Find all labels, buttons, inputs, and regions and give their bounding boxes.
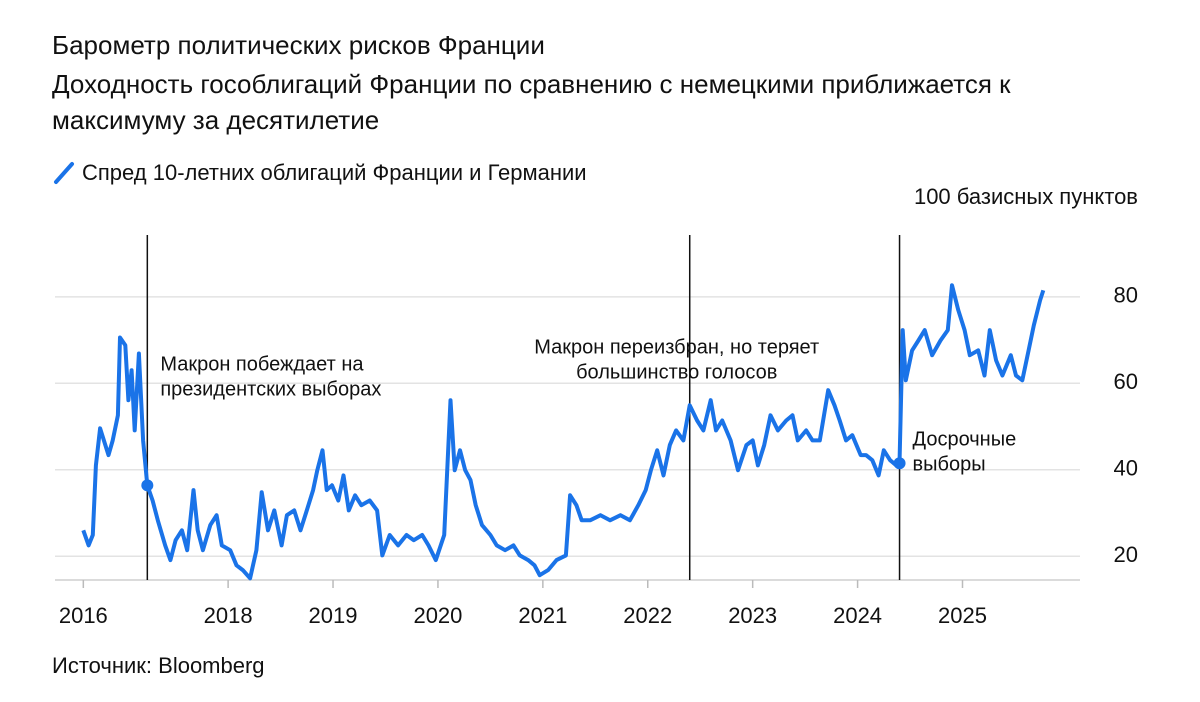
legend-label: Спред 10-летних облигаций Франции и Герм… — [82, 160, 587, 185]
y-tick-label: 60 — [1114, 369, 1138, 394]
annotation-text: выборы — [913, 453, 986, 475]
annotation-text: Досрочные — [913, 428, 1017, 450]
x-tick-label: 2022 — [623, 603, 672, 628]
y-tick-label: 80 — [1114, 283, 1138, 308]
x-tick-label: 2021 — [518, 603, 567, 628]
x-tick-label: 2019 — [309, 603, 358, 628]
x-tick-label: 2023 — [728, 603, 777, 628]
series-line — [81, 283, 1046, 581]
annotation-text: Макрон побеждает на — [160, 353, 364, 375]
x-tick-label: 2018 — [204, 603, 253, 628]
y-axis-label: 100 базисных пунктов — [914, 184, 1138, 209]
annotation-marker — [893, 457, 906, 470]
annotation-marker — [141, 479, 154, 492]
legend-swatch — [54, 162, 74, 184]
x-tick-label: 2025 — [938, 603, 987, 628]
chart-subtitle: максимуму за десятилетие — [52, 105, 379, 135]
annotation-text: Макрон переизбран, но теряет — [534, 336, 819, 358]
y-tick-label: 40 — [1114, 456, 1138, 481]
x-tick-label: 2016 — [59, 603, 108, 628]
chart-subtitle: Доходность гособлигаций Франции по сравн… — [52, 69, 1011, 99]
y-tick-label: 20 — [1114, 542, 1138, 567]
annotation-text: президентских выборах — [160, 378, 381, 400]
chart-title: Барометр политических рисков Франции — [52, 30, 545, 60]
x-tick-label: 2024 — [833, 603, 882, 628]
source: Источник: Bloomberg — [52, 653, 265, 678]
x-tick-label: 2020 — [413, 603, 462, 628]
annotation-text: большинство голосов — [576, 361, 777, 383]
